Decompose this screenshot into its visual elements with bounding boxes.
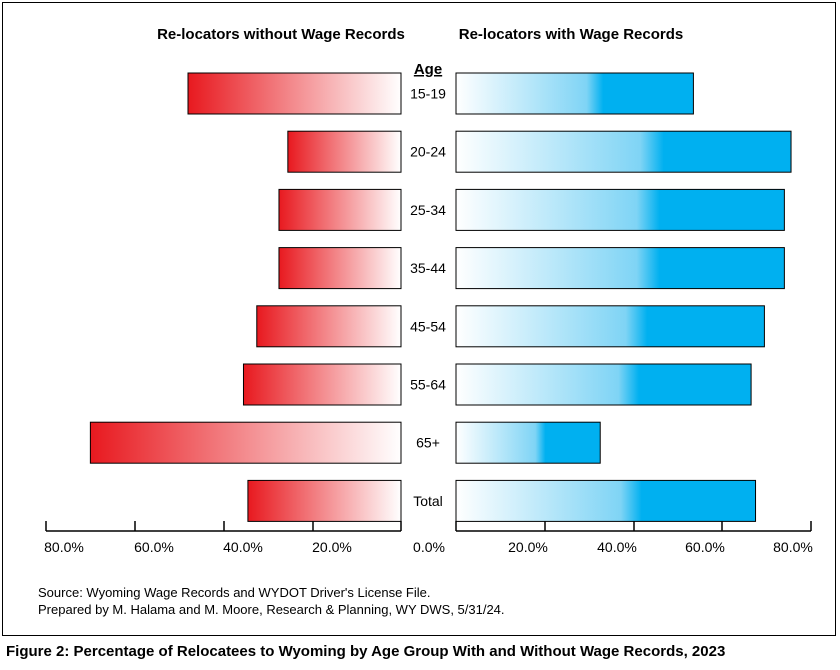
left-tick-label: 80.0% <box>44 539 84 555</box>
age-group-label: 55-64 <box>410 377 446 393</box>
bar-with-wage-records <box>455 247 785 290</box>
bar-without-wage-records <box>287 130 402 173</box>
bar-without-wage-records <box>256 305 402 348</box>
source-note: Source: Wyoming Wage Records and WYDOT D… <box>38 585 431 600</box>
prepared-by-note: Prepared by M. Halama and M. Moore, Rese… <box>38 602 505 617</box>
age-group-label: 45-54 <box>410 318 446 334</box>
pyramid-chart: Re-locators without Wage Records Re-loca… <box>38 26 813 617</box>
bar-with-wage-records <box>455 363 752 406</box>
right-bars <box>455 72 792 522</box>
right-axis: 20.0% 40.0% 60.0% 80.0% <box>455 521 813 555</box>
age-group-label: 15-19 <box>410 86 446 102</box>
age-labels: 15-19 20-24 25-34 35-44 45-54 55-64 65+ Total <box>410 86 446 509</box>
bar-without-wage-records <box>247 479 402 522</box>
right-tick-label: 80.0% <box>773 539 813 555</box>
left-axis: 80.0% 60.0% 40.0% 20.0% 0.0% <box>44 521 445 555</box>
bar-without-wage-records <box>278 247 402 290</box>
figure-caption: Figure 2: Percentage of Relocatees to Wy… <box>6 643 726 660</box>
left-series-header: Re-locators without Wage Records <box>157 26 405 43</box>
right-tick-label: 60.0% <box>685 539 725 555</box>
bar-without-wage-records <box>242 363 402 406</box>
right-series-header: Re-locators with Wage Records <box>459 26 684 43</box>
left-tick-label: 60.0% <box>134 539 174 555</box>
bar-without-wage-records <box>278 188 402 231</box>
bar-without-wage-records <box>187 72 402 115</box>
age-axis-title: Age <box>414 61 442 78</box>
bar-without-wage-records <box>89 421 402 464</box>
bar-with-wage-records <box>455 72 694 115</box>
chart-frame <box>2 2 836 636</box>
bar-with-wage-records <box>455 421 601 464</box>
right-tick-label: 20.0% <box>508 539 548 555</box>
left-bars <box>89 72 402 522</box>
age-group-label: 65+ <box>416 435 440 451</box>
bar-with-wage-records <box>455 305 765 348</box>
left-tick-label: 20.0% <box>312 539 352 555</box>
age-group-label: 25-34 <box>410 202 446 218</box>
age-group-label: Total <box>413 493 443 509</box>
center-tick-label: 0.0% <box>413 539 445 555</box>
bar-with-wage-records <box>455 188 785 231</box>
left-tick-label: 40.0% <box>223 539 263 555</box>
bar-with-wage-records <box>455 479 757 522</box>
bar-with-wage-records <box>455 130 792 173</box>
age-group-label: 20-24 <box>410 144 446 160</box>
right-tick-label: 40.0% <box>597 539 637 555</box>
age-group-label: 35-44 <box>410 260 446 276</box>
